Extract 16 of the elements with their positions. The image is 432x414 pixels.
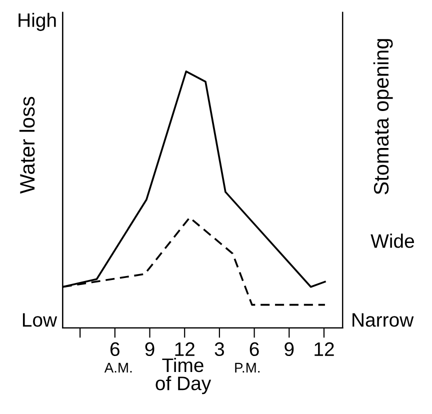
text: P.M. <box>235 362 260 372</box>
y-axis-title: Water loss <box>19 96 35 194</box>
x-tick-label: 6 <box>250 342 259 356</box>
text: Narrow <box>352 313 414 327</box>
x-tick-label: 12 <box>314 342 334 356</box>
x-tick-label: 9 <box>145 342 154 356</box>
x-tick-label: 9 <box>284 342 294 356</box>
x-tick-label: 6 <box>110 342 120 356</box>
x-tick-label: 12 <box>175 342 194 356</box>
y2-axis-title: Stomata opening <box>373 39 393 194</box>
text: Low <box>22 313 58 327</box>
text: A.M. <box>104 362 132 372</box>
x-axis-title: Time of Day <box>156 358 212 394</box>
text: High <box>18 12 56 31</box>
x-tick-label: 3 <box>214 342 224 356</box>
text: Wide <box>370 234 414 248</box>
